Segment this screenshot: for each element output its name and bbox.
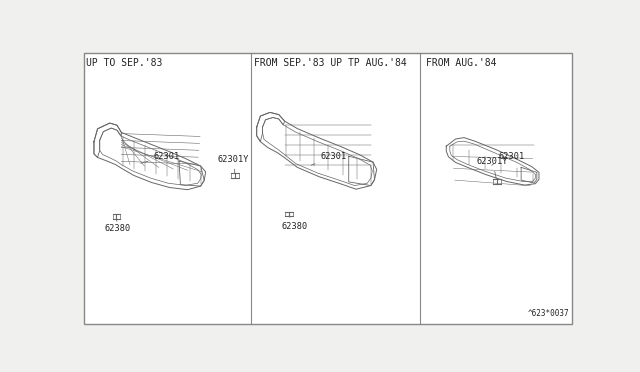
Text: UP TO SEP.'83: UP TO SEP.'83 [86, 58, 163, 68]
Text: 62380: 62380 [105, 219, 131, 233]
Text: 62301Y: 62301Y [218, 155, 250, 173]
Text: 62301: 62301 [141, 152, 180, 163]
Text: FROM AUG.'84: FROM AUG.'84 [426, 58, 496, 68]
Text: 62380: 62380 [282, 216, 308, 231]
Text: 62301Y: 62301Y [477, 157, 508, 179]
Text: FROM SEP.'83 UP TP AUG.'84: FROM SEP.'83 UP TP AUG.'84 [254, 58, 407, 68]
Text: 62301: 62301 [492, 152, 525, 165]
Text: 62301: 62301 [311, 152, 346, 165]
Text: ^623*0037: ^623*0037 [528, 309, 570, 318]
